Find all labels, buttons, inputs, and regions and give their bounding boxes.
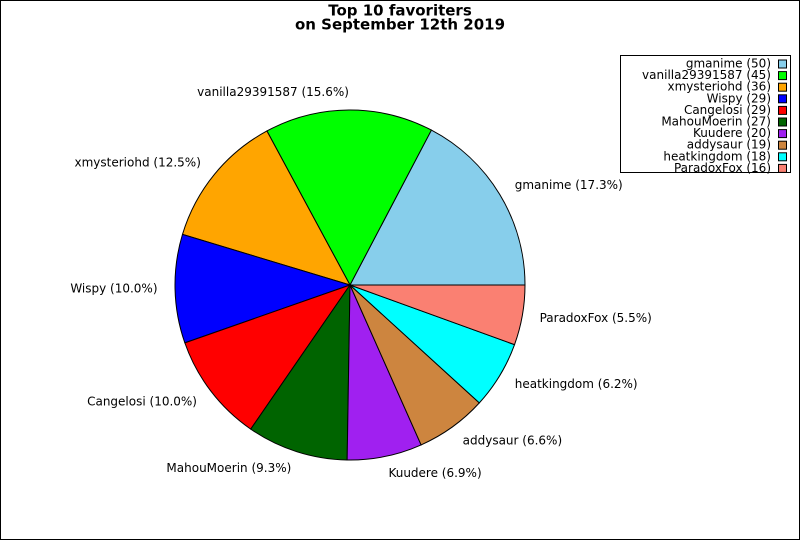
legend-swatch [778, 82, 787, 92]
legend-swatch [778, 105, 787, 115]
slice-label: Kuudere (6.9%) [388, 466, 481, 480]
pie-slice [250, 283, 351, 461]
slice-label: xmysteriohd (12.5%) [75, 156, 201, 170]
legend-label: ParadoxFox (16) [674, 161, 771, 175]
slice-label: gmanime (17.3%) [515, 178, 623, 192]
pie-slice [184, 284, 352, 430]
legend-label: addysaur (19) [687, 138, 771, 152]
legend-box [620, 55, 791, 173]
slice-label: Wispy (10.0%) [70, 282, 157, 296]
legend-swatch [778, 71, 787, 81]
legend-label: Cangelosi (29) [684, 103, 771, 117]
legend-label: Kuudere (20) [693, 126, 771, 140]
slice-label: Cangelosi (10.0%) [87, 394, 197, 408]
slice-label: ParadoxFox (5.5%) [540, 311, 652, 325]
pie-slice [181, 130, 352, 286]
legend-swatch [778, 117, 787, 127]
legend-label: Wispy (29) [707, 91, 771, 105]
slice-label: addysaur (6.6%) [463, 434, 562, 448]
pie-slice [349, 284, 526, 346]
legend-label: heatkingdom (18) [663, 149, 771, 163]
pie-slice [266, 109, 433, 287]
legend-swatch [778, 129, 787, 139]
slice-label: MahouMoerin (9.3%) [166, 461, 291, 475]
legend-label: gmanime (50) [686, 57, 771, 71]
legend-swatch [778, 140, 787, 150]
slice-label: heatkingdom (6.2%) [515, 377, 638, 391]
legend-label: vanilla29391587 (45) [642, 68, 771, 82]
legend-swatch [778, 94, 787, 104]
legend-swatch [778, 152, 787, 162]
chart-subtitle: on September 12th 2019 [295, 16, 505, 34]
slice-label: vanilla29391587 (15.6%) [197, 85, 349, 99]
pie-slice [174, 233, 352, 344]
pie-slice [349, 129, 526, 286]
legend-label: MahouMoerin (27) [661, 115, 771, 129]
chart-title: Top 10 favoriters [328, 2, 472, 20]
legend-swatch [778, 163, 787, 173]
legend-label: xmysteriohd (36) [667, 80, 771, 94]
legend-swatch [778, 59, 787, 69]
